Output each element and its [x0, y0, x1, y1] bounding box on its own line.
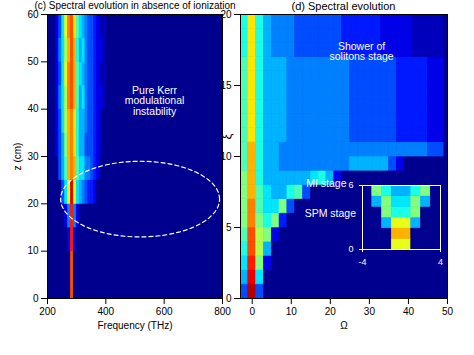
svg-text:SPM stage: SPM stage	[305, 207, 357, 219]
svg-text:50: 50	[442, 306, 454, 317]
svg-text:Ω: Ω	[340, 320, 348, 331]
svg-text:0: 0	[226, 293, 232, 304]
svg-text:5: 5	[226, 222, 232, 233]
svg-text:ξ: ξ	[219, 133, 234, 139]
svg-text:Pure Kerrmodulationalinstabili: Pure Kerrmodulationalinstability	[125, 84, 185, 117]
svg-text:6: 6	[348, 180, 353, 190]
svg-text:60: 60	[27, 8, 39, 20]
svg-text:30: 30	[364, 306, 376, 317]
svg-text:0: 0	[33, 293, 39, 304]
svg-text:600: 600	[156, 306, 173, 317]
svg-text:50: 50	[27, 56, 39, 67]
svg-text:800: 800	[214, 306, 231, 317]
svg-text:30: 30	[27, 151, 39, 162]
svg-text:10: 10	[220, 151, 232, 162]
svg-text:-4: -4	[358, 257, 366, 267]
html-text:(c) Spectral evolution in abse: (c) Spectral evolution in absence of ion…	[34, 0, 236, 11]
svg-text:Shower ofsolitons stage: Shower ofsolitons stage	[329, 40, 393, 63]
svg-text:20: 20	[220, 8, 232, 20]
svg-text:z (cm): z (cm)	[12, 143, 23, 171]
svg-text:400: 400	[97, 306, 114, 317]
html-text:(d) Spectral evolution: (d) Spectral evolution	[291, 0, 396, 12]
svg-text:4: 4	[438, 257, 443, 267]
svg-text:MI stage: MI stage	[306, 177, 346, 189]
svg-text:15: 15	[220, 80, 232, 91]
svg-text:20: 20	[27, 198, 39, 209]
svg-text:0: 0	[249, 306, 255, 317]
svg-text:20: 20	[325, 306, 337, 317]
svg-text:40: 40	[403, 306, 415, 317]
svg-text:40: 40	[27, 103, 39, 114]
svg-text:0: 0	[348, 244, 353, 254]
svg-text:Frequency (THz): Frequency (THz)	[97, 320, 172, 331]
svg-text:10: 10	[286, 306, 298, 317]
svg-text:200: 200	[39, 306, 56, 317]
svg-text:10: 10	[27, 245, 39, 256]
